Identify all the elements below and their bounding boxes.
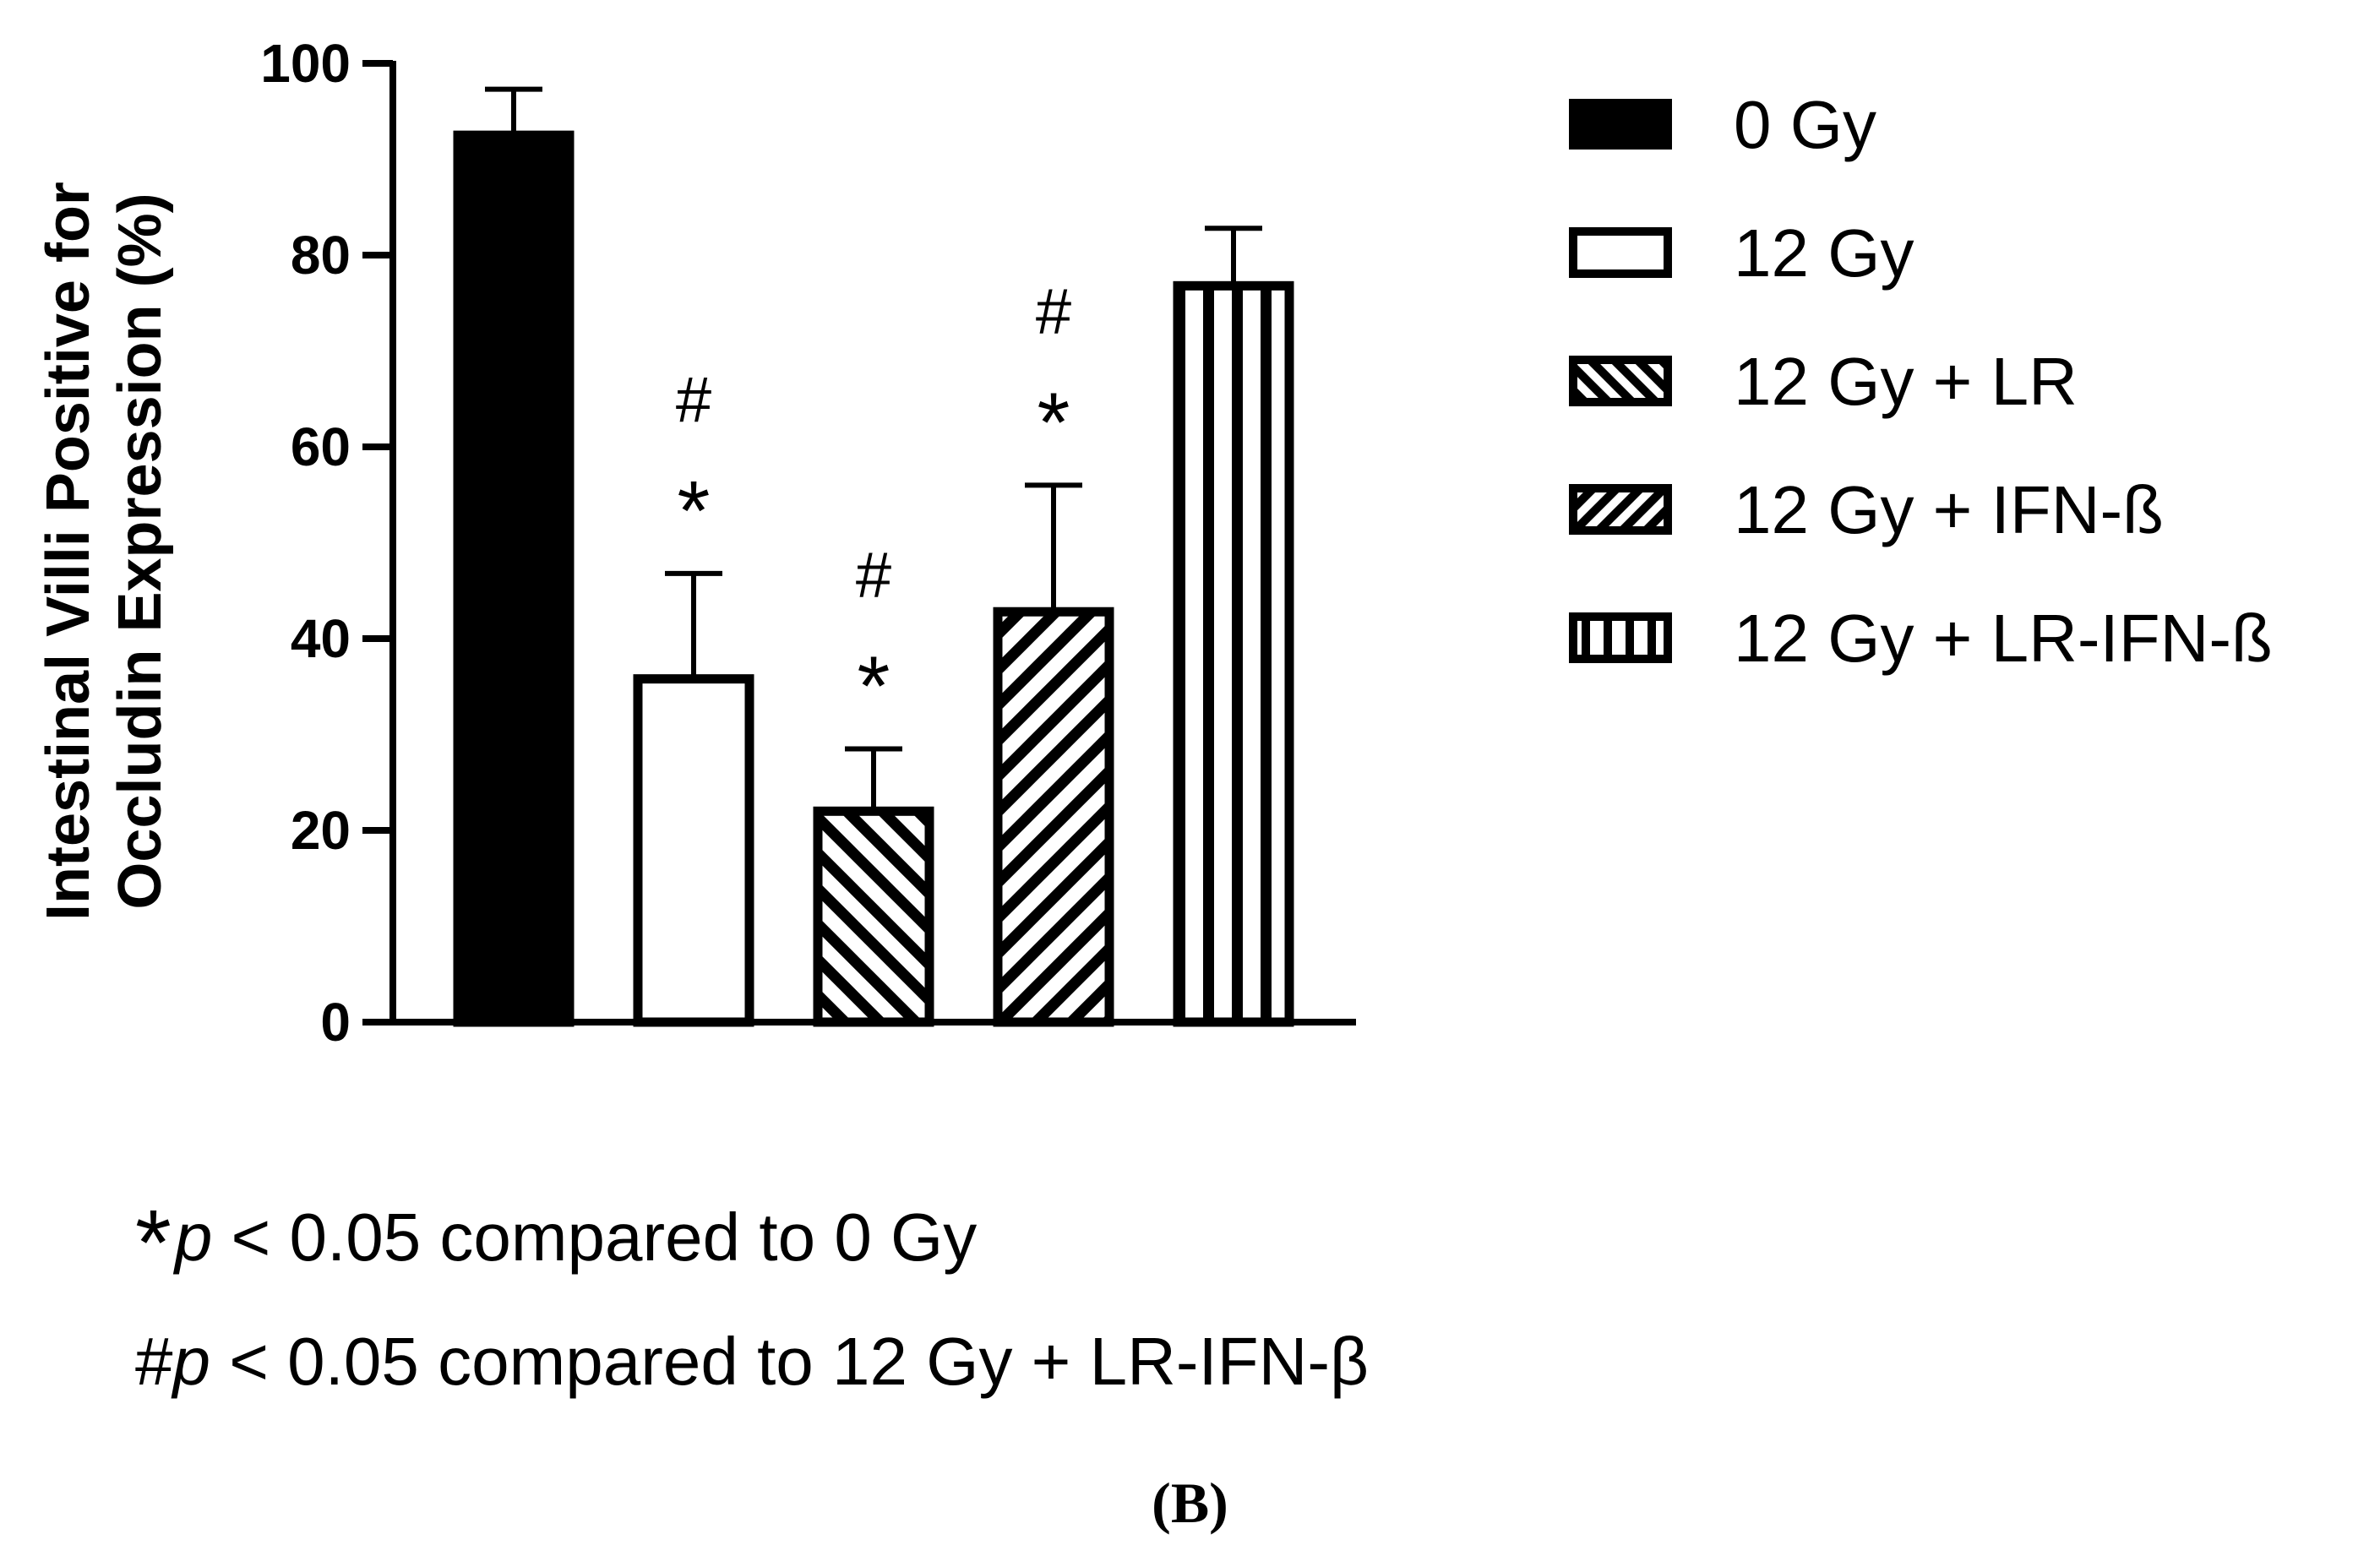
footnote-hash-line: #p < 0.05 compared to 12 Gy + LR-IFN-β	[135, 1303, 1369, 1421]
significance-footnotes: *p < 0.05 compared to 0 Gy #p < 0.05 com…	[135, 1178, 1369, 1421]
legend-swatch	[1569, 612, 1672, 663]
footnote-star-symbol: *	[135, 1190, 172, 1295]
y-tick-label: 80	[291, 225, 351, 286]
legend-swatch	[1569, 484, 1672, 535]
legend-item: 12 Gy + IFN-ß	[1569, 472, 2164, 547]
bar	[813, 806, 934, 1027]
legend-item: 12 Gy + LR-IFN-ß	[1569, 601, 2273, 676]
significance-star: *	[678, 464, 711, 558]
y-axis-label-line: Occludin Expression (%)	[106, 193, 174, 909]
legend-label: 0 Gy	[1734, 87, 1876, 162]
significance-star: *	[1038, 375, 1070, 470]
y-tick-label: 60	[291, 416, 351, 477]
bar	[993, 607, 1114, 1027]
bar-group: *#	[993, 275, 1114, 1027]
bar	[1173, 280, 1294, 1027]
footnote-p-italic: p	[174, 1200, 213, 1275]
footnote-hash-text: < 0.05 compared to 12 Gy + LR-IFN-β	[210, 1323, 1370, 1399]
footnote-star-line: *p < 0.05 compared to 0 Gy	[135, 1178, 1369, 1303]
bar-group: *#	[633, 364, 754, 1027]
footnote-star-text: < 0.05 compared to 0 Gy	[212, 1200, 978, 1275]
y-tick-label: 40	[291, 608, 351, 669]
bar-group	[1173, 226, 1294, 1027]
y-tick-label: 20	[291, 800, 351, 861]
legend-label: 12 Gy + IFN-ß	[1734, 472, 2164, 547]
legend-swatch	[1569, 356, 1672, 406]
bar-group: *#	[813, 540, 934, 1027]
legend-swatch	[1569, 99, 1672, 150]
legend-item: 12 Gy + LR	[1569, 344, 2078, 419]
bar	[633, 674, 754, 1027]
legend-swatch	[1569, 227, 1672, 278]
significance-star: *	[858, 639, 890, 734]
footnote-hash-symbol: #	[135, 1323, 173, 1399]
bar	[453, 130, 575, 1027]
legend: 0 Gy 12 Gy 12 Gy + LR 12 Gy + IFN-ß 12 Gy + …	[1569, 87, 2273, 676]
significance-hash: #	[676, 364, 711, 436]
y-axis-label-line: Intestinal Villi Positive for	[35, 182, 102, 921]
y-tick-label: 100	[260, 33, 351, 94]
legend-item: 0 Gy	[1569, 87, 1876, 162]
legend-label: 12 Gy + LR-IFN-ß	[1734, 601, 2273, 676]
panel-label: (B)	[1152, 1471, 1228, 1535]
significance-hash: #	[1036, 275, 1071, 347]
bars-layer: *#*#*#	[453, 86, 1294, 1027]
legend-label: 12 Gy + LR	[1734, 344, 2078, 419]
legend-item: 12 Gy	[1569, 215, 1914, 291]
legend-label: 12 Gy	[1734, 215, 1914, 291]
y-axis-label: Intestinal Villi Positive for Occludin Ex…	[35, 182, 174, 921]
bar-group	[453, 86, 575, 1027]
footnote-p-italic: p	[172, 1323, 211, 1399]
significance-hash: #	[856, 540, 891, 612]
y-tick-label: 0	[320, 992, 351, 1053]
